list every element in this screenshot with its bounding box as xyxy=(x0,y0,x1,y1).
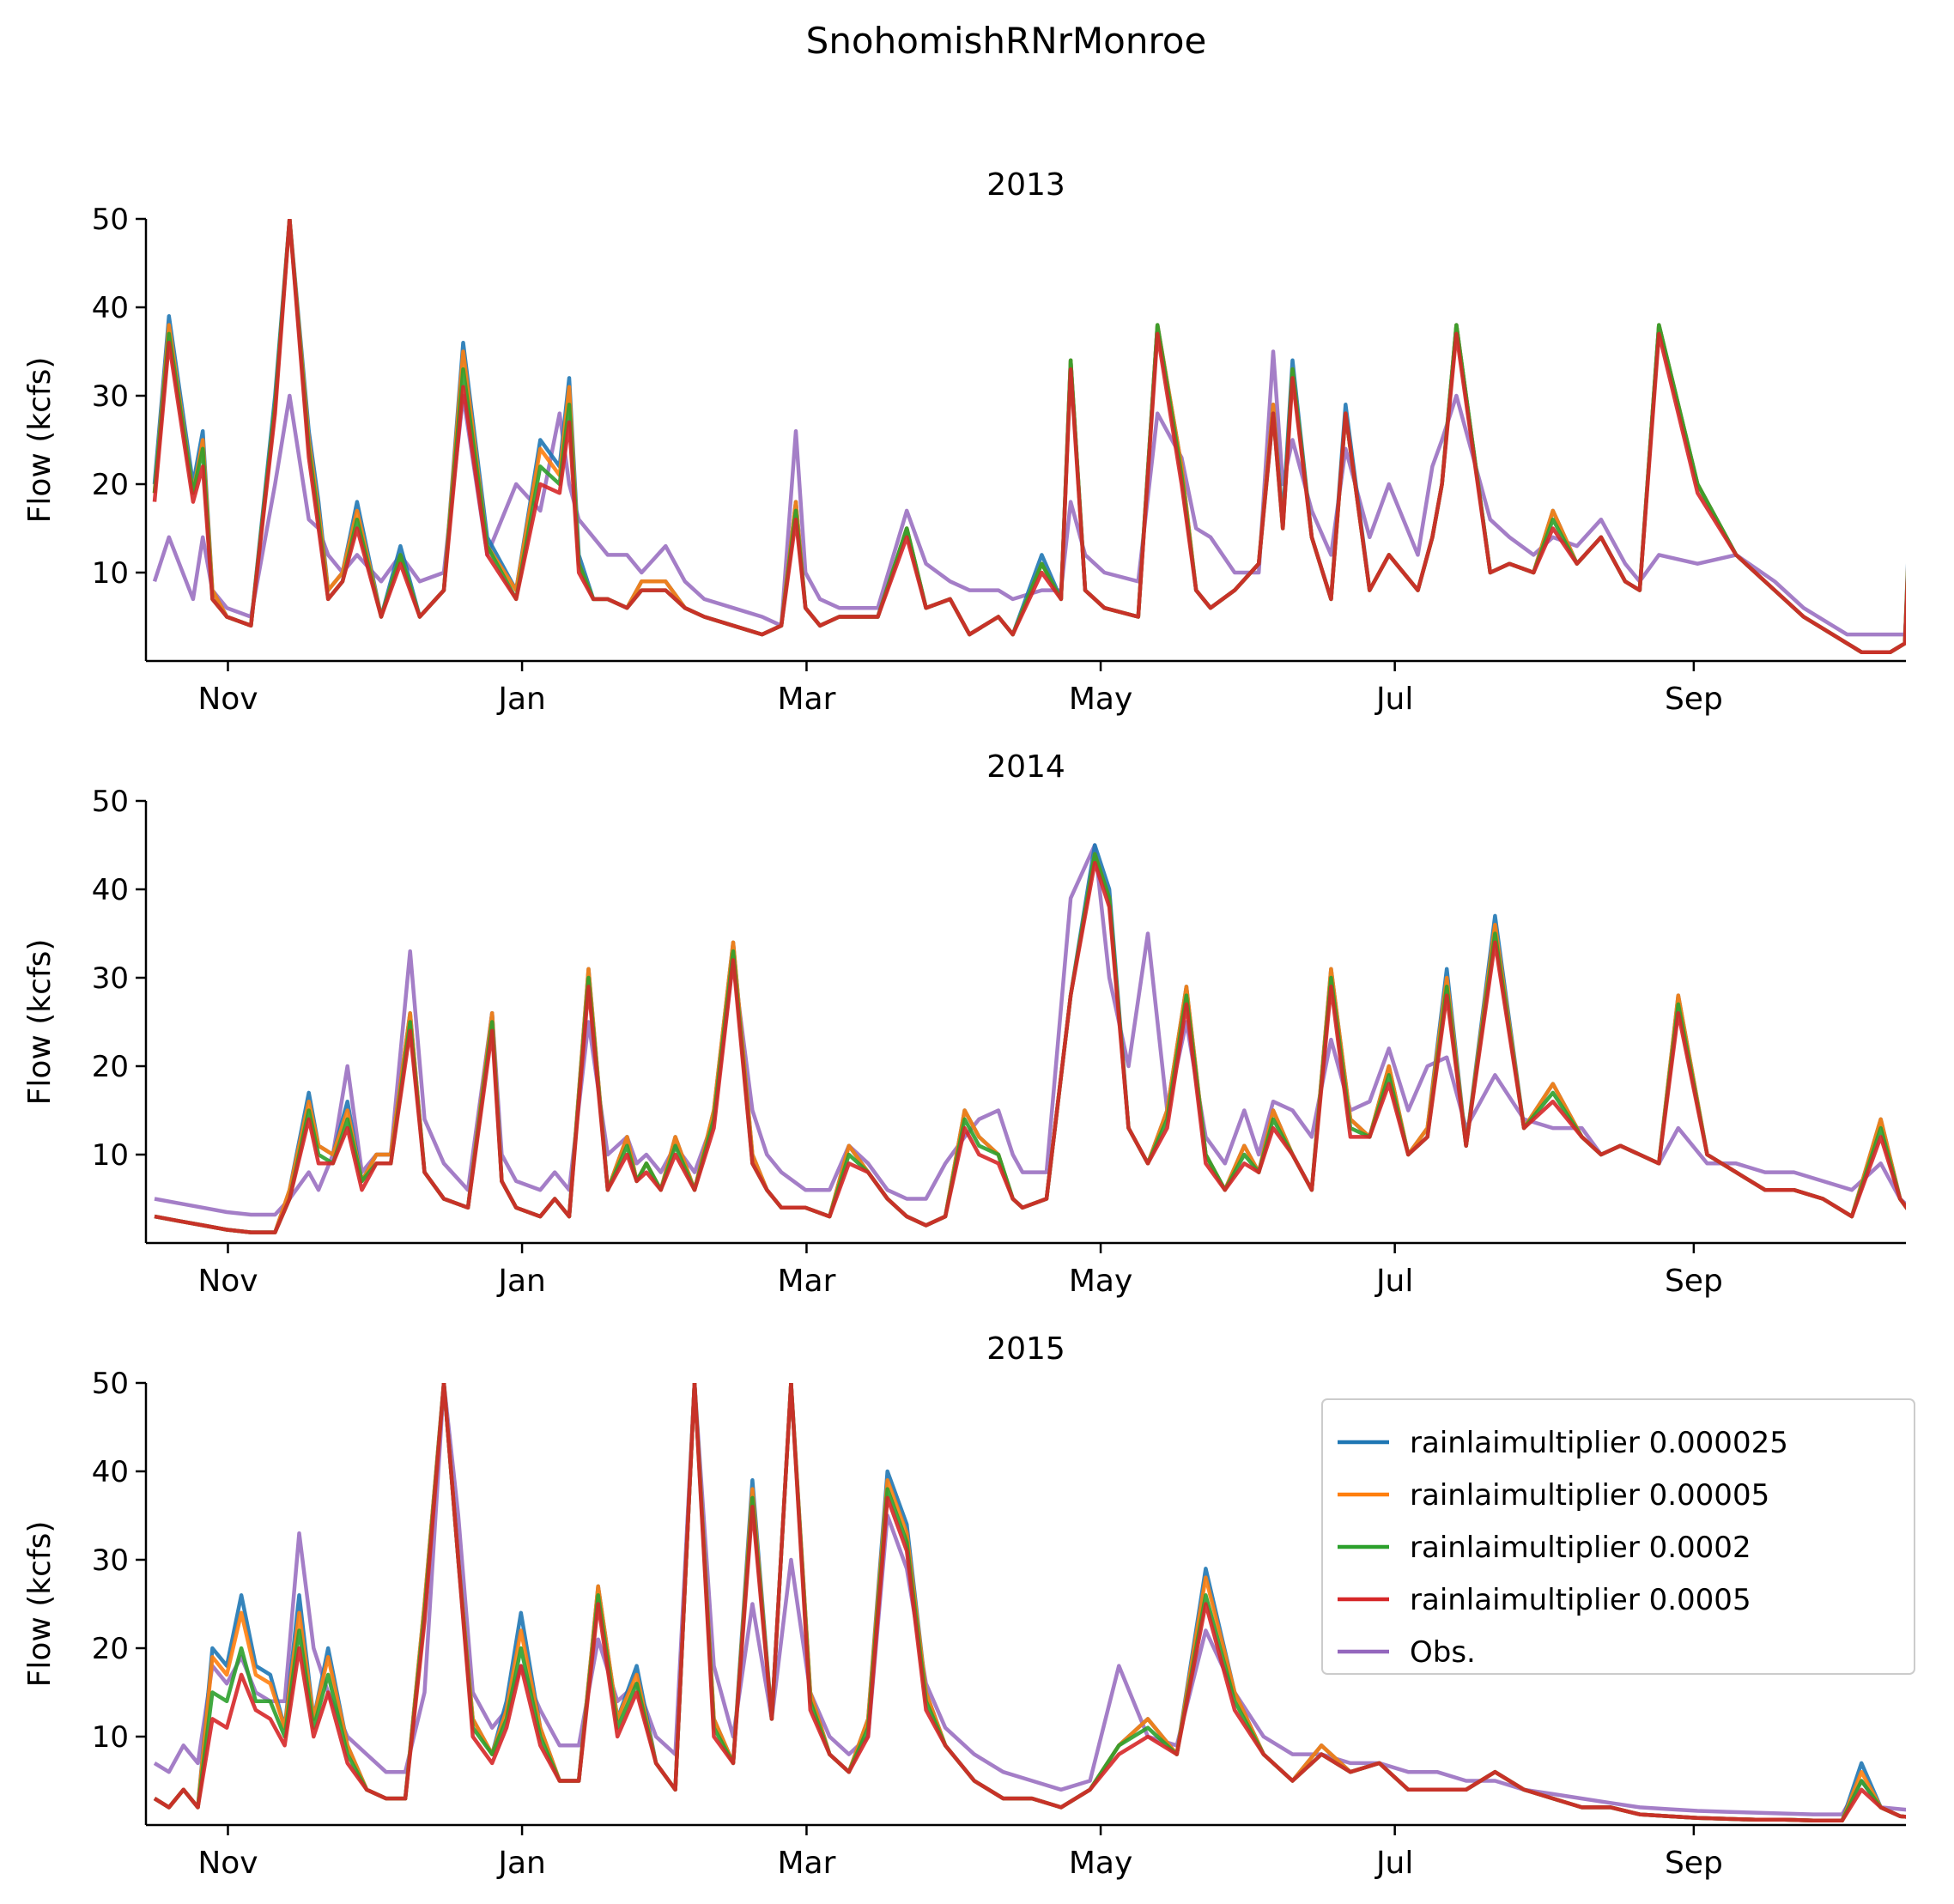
series-line-3 xyxy=(154,860,1906,1234)
x-tick-label: Nov xyxy=(197,1846,258,1881)
y-tick-label: 50 xyxy=(92,1367,129,1401)
legend-entry-label: rainlaimultiplier 0.00005 xyxy=(1410,1478,1769,1513)
x-tick-label: May xyxy=(1069,1264,1132,1299)
series-line-3 xyxy=(153,1383,1906,1823)
series-group xyxy=(152,219,1906,654)
x-tick-label: Mar xyxy=(777,682,835,717)
x-tick-label: May xyxy=(1069,682,1132,717)
series-group xyxy=(153,1383,1906,1823)
y-tick-label: 20 xyxy=(92,1050,129,1084)
panel-title: 2014 xyxy=(986,749,1065,785)
legend: rainlaimultiplier 0.000025 rainlaimultipl… xyxy=(1321,1398,1915,1675)
x-tick-label: Nov xyxy=(197,682,258,717)
series-group xyxy=(154,843,1906,1234)
x-tick-label: Mar xyxy=(777,1846,835,1881)
x-tick-label: Jan xyxy=(496,682,546,717)
figure-title: SnohomishRNrMonroe xyxy=(806,20,1207,62)
x-tick-label: Jan xyxy=(496,1846,546,1881)
y-tick-label: 10 xyxy=(92,556,129,591)
panel-title: 2015 xyxy=(986,1331,1065,1367)
x-tick-label: Jul xyxy=(1374,1264,1413,1299)
y-tick-label: 30 xyxy=(92,379,129,414)
y-axis-label: Flow (kcfs) xyxy=(22,1521,58,1688)
panel-2014: 2014 Flow (kcfs) 10 20 30 40 50 Nov Jan Mar May Jul… xyxy=(22,749,1906,1299)
legend-entry-label: rainlaimultiplier 0.0002 xyxy=(1410,1531,1751,1565)
panel-2013: 2013 Flow (kcfs) 10 20 30 40 50 Nov Jan Mar May Jul… xyxy=(22,167,1906,717)
series-line-4 xyxy=(153,1383,1906,1816)
y-axis-label: Flow (kcfs) xyxy=(22,357,58,524)
legend-entry-label: Obs. xyxy=(1410,1635,1476,1670)
y-tick-label: 30 xyxy=(92,1543,129,1578)
y-tick-label: 50 xyxy=(92,203,129,237)
x-tick-label: Jan xyxy=(496,1264,546,1299)
x-tick-label: Jul xyxy=(1374,682,1413,717)
legend-entry-label: rainlaimultiplier 0.0005 xyxy=(1410,1583,1751,1617)
x-tick-label: Sep xyxy=(1665,1846,1723,1881)
y-axis-label: Flow (kcfs) xyxy=(22,939,58,1106)
x-tick-label: Sep xyxy=(1665,1264,1723,1299)
x-tick-label: Mar xyxy=(777,1264,835,1299)
series-line-3 xyxy=(152,219,1906,654)
legend-entry-label: rainlaimultiplier 0.000025 xyxy=(1410,1426,1788,1460)
legend-box xyxy=(1321,1398,1915,1675)
panels: 2013 Flow (kcfs) 10 20 30 40 50 Nov Jan Mar May Jul… xyxy=(22,167,1906,1881)
y-tick-label: 20 xyxy=(92,468,129,502)
y-tick-label: 40 xyxy=(92,873,129,907)
x-tick-label: Sep xyxy=(1665,682,1723,717)
y-tick-label: 50 xyxy=(92,785,129,819)
x-tick-label: May xyxy=(1069,1846,1132,1881)
x-tick-label: Jul xyxy=(1374,1846,1413,1881)
y-tick-label: 40 xyxy=(92,1455,129,1489)
y-tick-label: 10 xyxy=(92,1720,129,1755)
panel-title: 2013 xyxy=(986,167,1065,203)
x-tick-label: Nov xyxy=(197,1264,258,1299)
y-tick-label: 30 xyxy=(92,961,129,996)
panel-2015: 2015 Flow (kcfs) 10 20 30 40 50 Nov Jan Mar May Jul… xyxy=(22,1331,1906,1881)
y-tick-label: 10 xyxy=(92,1138,129,1173)
y-tick-label: 20 xyxy=(92,1632,129,1666)
y-tick-label: 40 xyxy=(92,291,129,325)
